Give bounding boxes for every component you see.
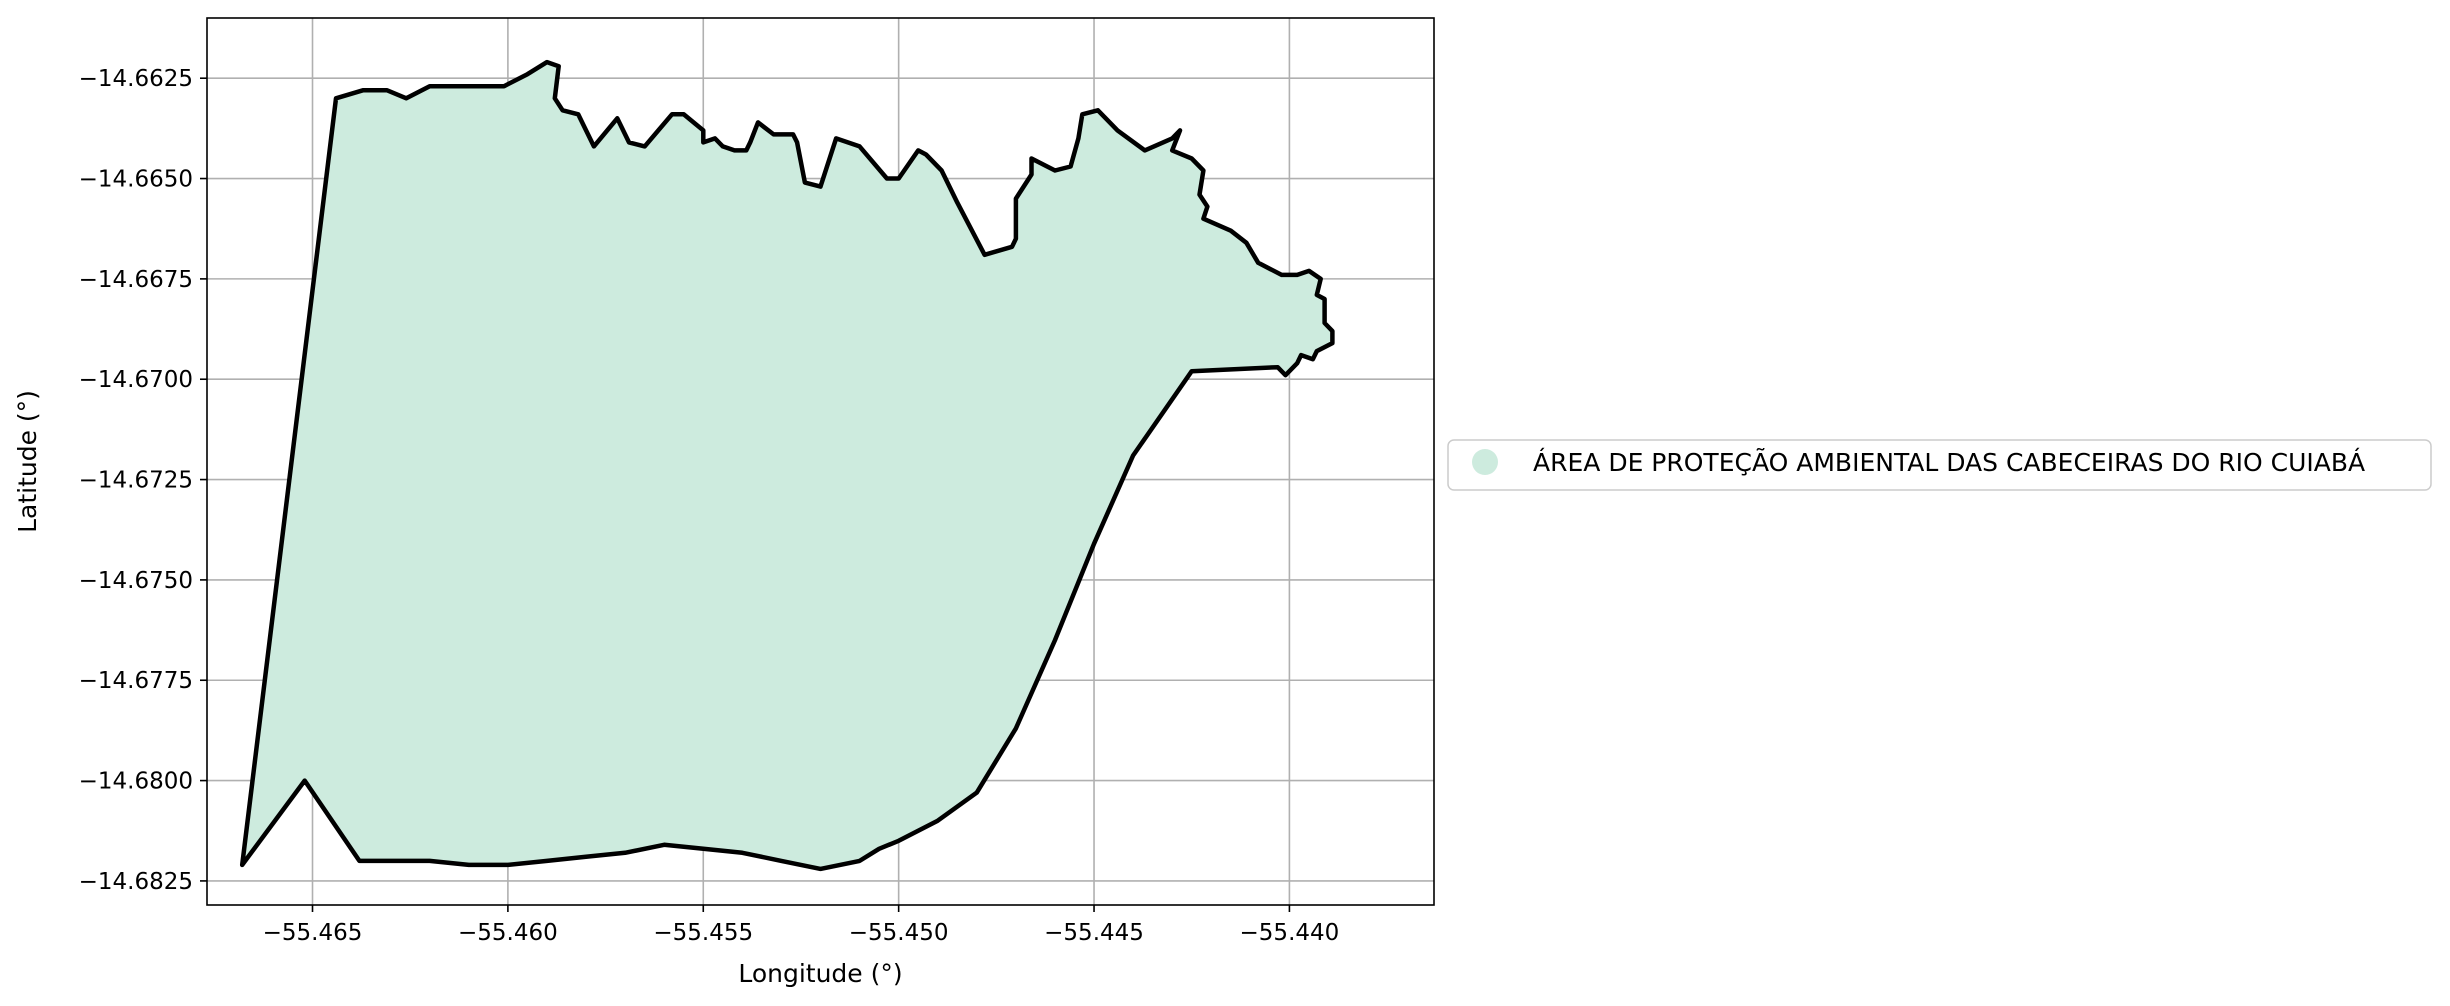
y-tick-label: −14.6750 — [79, 568, 193, 594]
y-tick-label: −14.6700 — [79, 367, 193, 393]
y-tick-label: −14.6775 — [79, 668, 193, 694]
x-tick-label: −55.445 — [1044, 920, 1144, 946]
y-tick-label: −14.6800 — [79, 769, 193, 795]
x-tick-label: −55.450 — [849, 920, 949, 946]
y-axis-ticks: −14.6625 −14.6650 −14.6675 −14.6700 −14.6725… — [79, 66, 207, 895]
y-axis-label: Latitude (°) — [13, 390, 42, 533]
x-tick-label: −55.440 — [1240, 920, 1340, 946]
x-axis-ticks: −55.465 −55.460 −55.455 −55.450 −55.445 −55.4… — [263, 905, 1340, 946]
x-tick-label: −55.465 — [263, 920, 363, 946]
y-tick-label: −14.6825 — [79, 869, 193, 895]
y-tick-label: −14.6675 — [79, 267, 193, 293]
legend: ÁREA DE PROTEÇÃO AMBIENTAL DAS CABECEIRA… — [1447, 439, 2432, 491]
x-tick-label: −55.460 — [458, 920, 558, 946]
y-tick-label: −14.6725 — [79, 468, 193, 494]
y-tick-label: −14.6625 — [79, 66, 193, 92]
legend-label: ÁREA DE PROTEÇÃO AMBIENTAL DAS CABECEIRA… — [1533, 447, 2365, 477]
plot-frame — [206, 17, 1435, 906]
protected-area-polygon — [239, 59, 1335, 872]
x-axis-label: Longitude (°) — [738, 959, 902, 988]
x-tick-label: −55.455 — [653, 920, 753, 946]
legend-box — [1447, 439, 2432, 491]
legend-marker — [1472, 449, 1498, 475]
y-tick-label: −14.6650 — [79, 167, 193, 193]
area-polygon-layer — [239, 59, 1335, 872]
